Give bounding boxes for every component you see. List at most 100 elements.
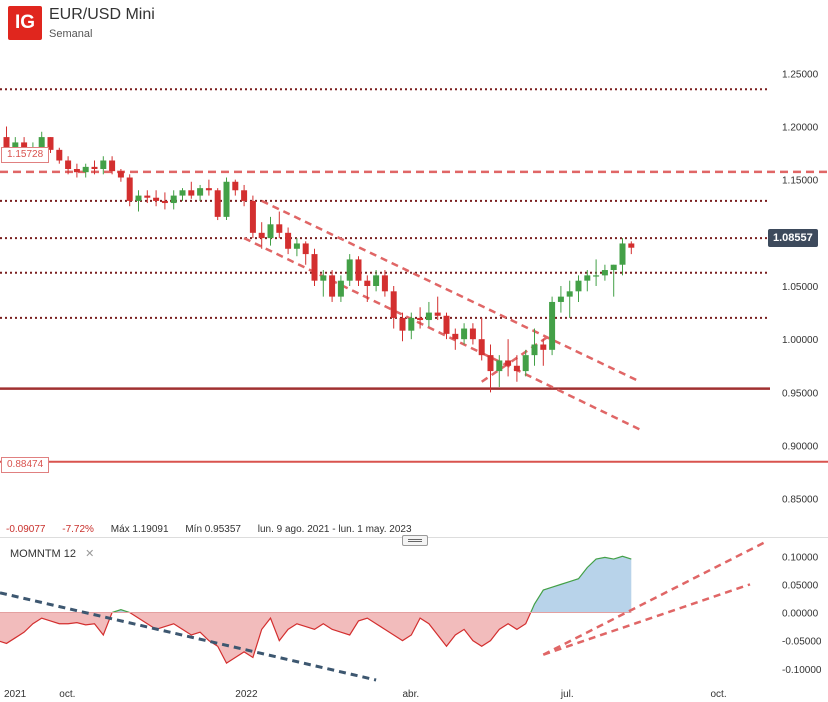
candle-body [144,195,151,198]
candle-body [531,344,538,356]
candle-body [522,355,529,372]
candle-body [214,190,221,217]
date-range: lun. 9 ago. 2021 - lun. 1 may. 2023 [257,524,412,535]
candle-body [469,328,476,340]
candle-body [549,301,556,350]
candle-body [601,270,608,276]
candle-body [434,312,441,316]
momentum-positive-fill [0,556,632,613]
time-tick-label: 2021 [4,689,27,700]
candle-body [320,275,327,281]
candle-body [73,169,80,173]
candle-body [258,232,265,239]
candle-body [170,195,177,204]
candle-body [109,160,116,172]
candle-body [267,224,274,239]
candle-body [12,142,19,148]
candle-body [56,149,63,161]
price-stats-bar: -0.09077 -7.72% Máx 1.19091 Mín 0.95357 … [6,524,426,535]
momentum-uptrend-line [542,583,751,656]
momentum-uptrend-line [542,541,766,656]
candle-body [293,243,300,249]
candle-body [161,200,168,204]
candle-body [505,360,512,366]
price-tick-label: 1.05000 [782,282,819,293]
time-tick-label: jul. [560,689,574,700]
momentum-downtrend-line [0,591,377,682]
candle-body [461,328,468,340]
candle-body [610,264,617,271]
candle-body [276,224,283,233]
candle-body [540,344,547,350]
candle-body [355,259,362,281]
candle-body [425,312,432,321]
timeframe-label[interactable]: Semanal [49,28,93,40]
time-tick-label: oct. [711,689,727,700]
pane-resize-handle[interactable] [402,535,428,546]
candle-body [566,291,573,297]
change-percent: -7.72% [62,524,94,535]
candle-body [408,317,415,331]
price-tick-label: 0.95000 [782,388,819,399]
momentum-area [0,555,632,664]
indicator-period: 12 [63,548,77,560]
close-icon[interactable]: ✕ [85,548,95,560]
candle-body [513,365,520,372]
price-tick-label: 0.85000 [782,495,819,506]
momentum-tick-label: 0.05000 [782,580,819,591]
candle-body [381,275,388,292]
indicator-name[interactable]: MOMNTM [10,548,61,560]
price-axis: 1.250001.200001.150001.100001.050001.000… [782,69,819,505]
momentum-tick-label: 0.10000 [782,552,819,563]
trend-channel-lines[interactable] [243,199,641,431]
last-price-badge: 1.08557 [768,229,818,247]
candle-body [496,360,503,372]
momentum-tick-label: -0.05000 [782,637,822,648]
candle-body [91,166,98,169]
instrument-title[interactable]: EUR/USD Mini [49,6,155,23]
time-tick-label: 2022 [235,689,258,700]
candle-body [285,232,292,249]
candle-body [100,160,107,169]
candle-body [249,200,256,233]
candle-body [153,197,160,201]
candle-body [478,339,485,356]
candle-body [593,275,600,277]
time-tick-label: abr. [403,689,420,700]
candle-body [38,137,45,148]
candle-body [302,243,309,255]
candle-body [619,243,626,265]
price-tick-label: 1.00000 [782,335,819,346]
candlestick-series [3,126,635,393]
candle-body [82,166,89,173]
chart-header: IG EUR/USD Mini Semanal [0,0,828,50]
candle-body [364,280,371,286]
candle-body [399,317,406,331]
channel-line [243,237,641,431]
candle-body [337,280,344,297]
min-value: Mín 0.95357 [185,524,241,535]
candle-body [628,243,635,248]
change-value: -0.09077 [6,524,46,535]
candle-body [117,171,124,178]
momentum-tick-label: 0.00000 [782,609,819,620]
candle-body [329,275,336,297]
momentum-trendlines[interactable] [0,541,766,682]
level-label-top: 1.15728 [1,147,50,163]
candle-body [390,291,397,318]
candle-body [135,195,142,201]
candle-body [443,315,450,334]
candle-body [241,190,248,201]
candle-body [65,160,72,169]
candle-body [311,254,318,281]
candle-body [126,177,133,201]
price-tick-label: 0.90000 [782,442,819,453]
level-label-bottom: 0.88474 [1,457,50,473]
candle-body [346,259,353,281]
max-value: Máx 1.19091 [110,524,169,535]
candle-body [179,190,186,196]
momentum-line-negative [0,612,532,664]
candle-body [557,296,564,302]
candle-body [452,333,459,340]
